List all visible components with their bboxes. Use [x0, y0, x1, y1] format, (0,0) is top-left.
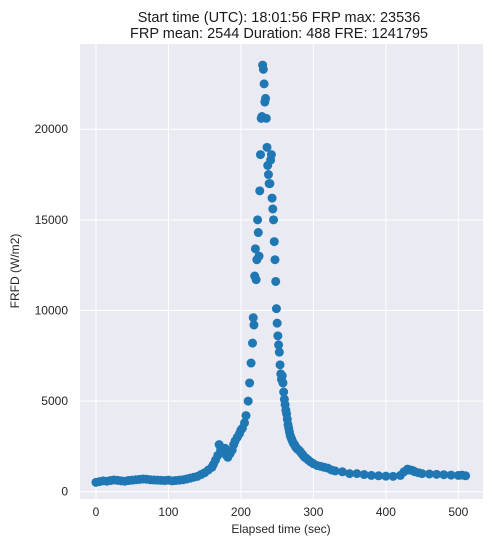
data-point	[248, 313, 258, 323]
data-point	[352, 469, 362, 479]
data-point	[259, 79, 269, 89]
data-point	[274, 347, 284, 357]
data-point	[273, 331, 283, 341]
data-point	[269, 237, 279, 247]
data-point	[265, 179, 275, 189]
data-point	[241, 411, 251, 421]
y-gridlines	[80, 128, 483, 493]
data-point	[381, 471, 391, 481]
data-point	[424, 469, 434, 479]
data-point	[366, 470, 376, 480]
data-point	[359, 470, 369, 480]
data-point	[439, 470, 449, 480]
data-point	[254, 251, 264, 261]
data-point	[250, 244, 260, 254]
data-point	[374, 471, 384, 481]
data-point	[271, 304, 281, 314]
plot-area	[80, 44, 483, 499]
data-point	[275, 360, 285, 370]
chart-title-line2: FRP mean: 2544 Duration: 488 FRE: 124179…	[130, 26, 428, 42]
data-point	[253, 215, 263, 225]
x-axis-label: Elapsed time (sec)	[231, 522, 330, 536]
y-tick-label: 20000	[35, 122, 69, 136]
x-tick-label: 500	[448, 505, 468, 519]
data-point	[345, 469, 355, 479]
data-point	[266, 150, 276, 160]
data-point	[270, 255, 280, 265]
data-point	[278, 378, 288, 388]
y-tick-label: 0	[61, 485, 68, 499]
y-tick-label: 10000	[35, 303, 69, 317]
data-point	[269, 215, 279, 225]
x-tick-label: 200	[231, 505, 251, 519]
data-points	[91, 60, 471, 487]
data-point	[255, 186, 265, 196]
x-tick-label: 100	[158, 505, 178, 519]
data-point	[271, 276, 281, 286]
x-tick-label: 0	[93, 505, 100, 519]
data-point	[248, 338, 258, 348]
y-axis-label: FRFD (W/m2)	[8, 234, 22, 309]
data-point	[337, 467, 347, 477]
x-tick-label: 400	[376, 505, 396, 519]
data-point	[246, 358, 256, 368]
data-point	[277, 371, 287, 381]
data-point	[261, 93, 271, 103]
data-point	[253, 228, 263, 238]
data-point	[388, 471, 398, 481]
data-point	[249, 320, 259, 330]
data-point	[243, 396, 253, 406]
x-axis-ticks: 0 100 200 300 400 500	[93, 505, 469, 519]
data-point	[251, 275, 261, 285]
data-point	[461, 471, 471, 481]
y-tick-label: 5000	[41, 394, 68, 408]
data-point	[255, 150, 265, 160]
data-point	[245, 378, 255, 388]
y-axis-ticks: 0 5000 10000 15000 20000	[35, 122, 69, 499]
data-point	[272, 318, 282, 328]
data-point	[279, 387, 289, 397]
data-point	[262, 142, 272, 152]
data-point	[432, 469, 442, 479]
data-point	[446, 470, 456, 480]
data-point	[240, 418, 250, 428]
data-point	[267, 193, 277, 203]
data-point	[258, 64, 268, 74]
y-tick-label: 15000	[35, 213, 69, 227]
data-point	[330, 466, 340, 476]
chart-title-line1: Start time (UTC): 18:01:56 FRP max: 2353…	[138, 10, 421, 26]
data-point	[417, 469, 427, 479]
x-tick-label: 300	[303, 505, 323, 519]
x-gridlines	[95, 44, 459, 499]
data-point	[261, 113, 271, 123]
data-point	[263, 170, 273, 180]
data-point	[268, 204, 278, 214]
data-point	[274, 340, 284, 350]
